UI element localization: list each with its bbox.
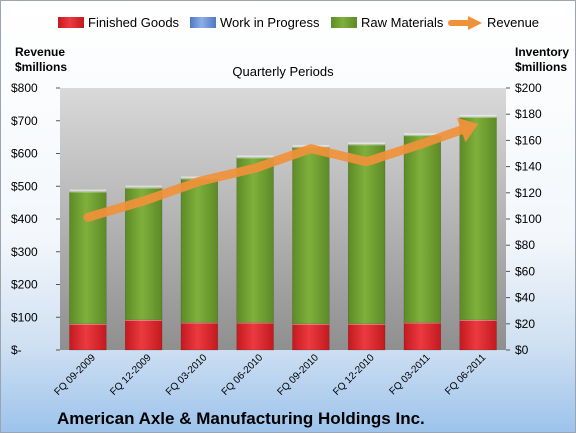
bar-finished-goods: [124, 319, 163, 351]
right-axis-title-line2: $millions: [515, 60, 567, 74]
category-label: FQ 12-2009: [108, 352, 154, 398]
bar-finished-goods: [69, 323, 107, 351]
revenue-arrowhead-icon: [456, 117, 479, 143]
left-axis-tick-label: $600: [11, 147, 38, 161]
bar-cap-raw-materials: [236, 155, 274, 159]
category-label: FQ 03-2011: [388, 352, 433, 397]
right-axis-tick-label: $180: [515, 107, 542, 121]
category-label: FQ 09-2009: [52, 352, 98, 398]
right-axis-tick-label: $160: [515, 133, 542, 147]
right-axis-tick-label: $0: [515, 343, 529, 357]
bar-cap-raw-materials: [125, 185, 163, 189]
bar-finished-goods: [236, 322, 274, 351]
right-axis-tick-label: $20: [515, 317, 535, 331]
chart-subtitle: Quarterly Periods: [232, 64, 334, 79]
bar-cap-raw-materials: [403, 133, 441, 137]
right-axis-title-line1: Inventory: [515, 45, 569, 59]
right-axis-tick-label: $60: [515, 264, 535, 278]
left-axis-tick-label: $200: [11, 278, 38, 292]
category-label: FQ 03-2010: [164, 352, 210, 398]
bar-raw-materials: [403, 134, 442, 323]
revenue-line-group: [83, 117, 479, 222]
legend: Finished Goods Work in Progress Raw Mate…: [58, 15, 539, 30]
left-axis-tick-label: $-: [11, 343, 22, 357]
bar-raw-materials: [347, 144, 386, 325]
left-axis-tick-label: $300: [11, 245, 38, 259]
category-label: FQ 06-2011: [443, 352, 488, 397]
category-labels: FQ 09-2009 FQ 12-2009 FQ 03-2010 FQ 06-2010…: [52, 352, 488, 398]
bar-finished-goods: [459, 319, 497, 351]
bar-raw-materials: [180, 178, 219, 323]
bar-cap-raw-materials: [69, 189, 107, 193]
right-axis-tick-label: $200: [515, 81, 542, 95]
bar-cap-raw-materials: [459, 114, 497, 118]
legend-label-work-in-progress: Work in Progress: [220, 15, 320, 30]
bar-finished-goods: [180, 322, 219, 351]
right-axis-ticks: $0 $20 $40 $60 $80 $100 $120 $140 $160 $180 $200: [506, 81, 542, 357]
category-label: FQ 09-2010: [275, 352, 321, 398]
legend-swatch-work-in-progress: [190, 17, 216, 28]
bar-finished-goods: [347, 323, 386, 351]
bar-raw-materials: [459, 116, 497, 321]
bar-raw-materials: [236, 157, 274, 323]
left-axis-ticks: $- $100 $200 $300 $400 $500 $600 $700 $800: [11, 81, 60, 357]
left-axis-tick-label: $400: [11, 212, 38, 226]
right-axis-tick-label: $40: [515, 291, 535, 305]
left-axis-tick-label: $500: [11, 179, 38, 193]
bar-group: [69, 114, 497, 351]
legend-swatch-finished-goods: [58, 17, 84, 28]
left-axis-tick-label: $100: [11, 310, 38, 324]
right-axis-tick-label: $100: [515, 212, 542, 226]
left-axis-title-line2: $millions: [15, 60, 67, 74]
left-axis-tick-label: $700: [11, 114, 38, 128]
left-axis-tick-label: $800: [11, 81, 38, 95]
legend-swatch-raw-materials: [331, 17, 357, 28]
category-label: FQ 06-2010: [220, 352, 266, 398]
legend-label-finished-goods: Finished Goods: [88, 15, 180, 30]
right-axis-tick-label: $120: [515, 186, 542, 200]
right-axis-tick-label: $80: [515, 238, 535, 252]
legend-revenue-arrowhead-icon: [468, 16, 482, 30]
bar-raw-materials: [292, 146, 330, 325]
legend-label-raw-materials: Raw Materials: [361, 15, 444, 30]
revenue-line: [83, 125, 466, 222]
bar-raw-materials: [124, 187, 163, 321]
right-axis-tick-label: $140: [515, 160, 542, 174]
bar-finished-goods: [292, 323, 330, 351]
bar-cap-raw-materials: [348, 142, 386, 146]
legend-label-revenue: Revenue: [487, 15, 539, 30]
category-label: FQ 12-2010: [331, 352, 377, 398]
bar-finished-goods: [403, 322, 442, 351]
left-axis-title-line1: Revenue: [15, 45, 65, 59]
chart-footer-company: American Axle & Manufacturing Holdings I…: [57, 409, 425, 428]
